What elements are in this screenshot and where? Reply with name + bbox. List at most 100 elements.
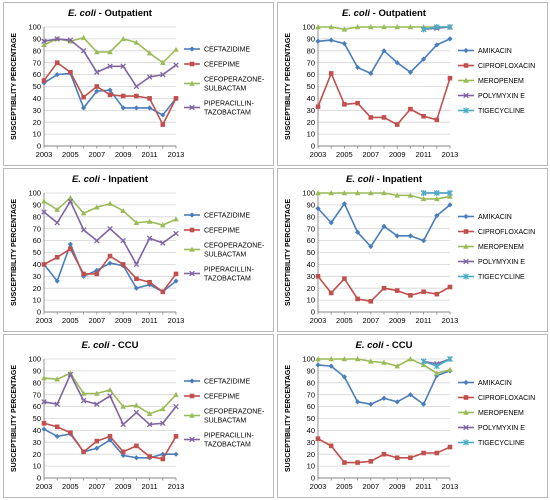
legend-label: CEFOPERAZONE-: [204, 77, 265, 84]
series-4: [420, 24, 453, 33]
data-point: [355, 460, 360, 465]
data-point: [107, 63, 113, 70]
data-point: [134, 276, 139, 281]
legend-label: PIPERACILLIN-: [204, 267, 254, 274]
data-point: [120, 449, 126, 455]
legend-label: TAZOBACTAM: [204, 110, 251, 117]
series-2: [315, 190, 453, 202]
y-tick-label: 100: [28, 189, 41, 198]
legend-label: CEFEPIME: [204, 228, 240, 235]
x-tick-label: 2009: [115, 482, 132, 491]
y-tick-label: 60: [307, 70, 315, 79]
legend: CEFTAZIDIME CEFEPIME CEFOPERAZONE- SULBACTA…: [184, 46, 265, 117]
data-point: [328, 190, 334, 196]
series-4: [420, 190, 453, 196]
y-tick-label: 20: [33, 118, 41, 127]
y-tick-label: 90: [307, 201, 315, 210]
data-point: [107, 92, 113, 98]
y-tick-label: 30: [307, 106, 315, 115]
data-point: [173, 46, 179, 52]
x-tick-label: 2011: [142, 316, 158, 325]
legend-marker: [463, 229, 469, 234]
chart-title: E. coli - CCU: [355, 340, 412, 351]
legend-item: CIPROFLOXACIN: [458, 395, 535, 402]
data-point: [341, 356, 348, 362]
x-tick-label: 2005: [336, 316, 353, 325]
legend-item: CEFEPIME: [184, 228, 240, 235]
series-3: [41, 198, 179, 268]
legend-label: POLYMYXIN E: [478, 93, 525, 100]
legend-label: TAZOBACTAM: [204, 442, 251, 449]
data-point: [160, 420, 166, 427]
data-point: [173, 62, 179, 68]
legend-label: CIPROFLOXACIN: [478, 63, 535, 70]
data-point: [381, 115, 387, 120]
data-point: [407, 233, 413, 239]
chart-panel-ceph-ccu: E. coli - CCU SUSCEPTIBILITY PERCENTAGE 0 1…: [3, 334, 274, 498]
data-point: [420, 190, 427, 196]
data-point: [341, 26, 348, 32]
series-3: [41, 371, 179, 428]
data-point: [315, 205, 321, 212]
data-point: [173, 230, 179, 237]
legend-item: CEFOPERAZONE- SULBACTAM: [184, 243, 265, 259]
y-tick-label: 30: [33, 438, 41, 447]
chart-title: E. coli - Outpatient: [68, 8, 153, 19]
x-tick-label: 2007: [88, 482, 105, 491]
y-tick-label: 100: [302, 355, 315, 364]
legend-label: CEFTAZIDIME: [204, 47, 250, 54]
data-point: [355, 100, 360, 106]
data-point: [160, 240, 166, 246]
chart-title: E. coli - CCU: [81, 340, 138, 351]
legend-label: TAZOBACTAM: [204, 276, 251, 283]
data-point: [381, 359, 387, 365]
y-tick-label: 40: [307, 94, 315, 103]
line-chart: E. coli - CCU SUSCEPTIBILITY PERCENTAGE 0 1…: [11, 340, 265, 491]
data-point: [54, 60, 60, 65]
y-tick-label: 60: [33, 236, 41, 245]
x-tick-label: 2003: [36, 316, 53, 325]
data-point: [54, 219, 60, 226]
legend-marker: [189, 246, 195, 252]
data-point: [160, 222, 166, 228]
legend-item: CIPROFLOXACIN: [458, 229, 535, 236]
y-tick-label: 90: [33, 367, 41, 376]
x-tick-label: 2013: [442, 316, 459, 325]
legend-marker: [463, 439, 469, 446]
data-point: [315, 190, 321, 196]
data-point: [408, 106, 413, 112]
data-point: [133, 409, 140, 416]
data-point: [120, 421, 126, 428]
data-point: [80, 48, 87, 54]
data-point: [447, 190, 453, 196]
y-tick-label: 90: [307, 367, 315, 376]
y-tick-label: 20: [307, 450, 315, 459]
data-point: [120, 403, 126, 409]
data-point: [107, 87, 113, 93]
x-tick-label: 2011: [142, 150, 158, 159]
x-tick-label: 2009: [389, 316, 406, 325]
data-point: [94, 49, 100, 55]
legend-item: CIPROFLOXACIN: [458, 63, 535, 70]
data-point: [160, 59, 166, 65]
legend: CEFTAZIDIME CEFEPIME CEFOPERAZONE- SULBACTA…: [184, 378, 265, 449]
x-tick-label: 2003: [310, 150, 327, 159]
legend-label: SULBACTAM: [204, 252, 246, 259]
data-point: [54, 206, 60, 212]
data-point: [120, 207, 126, 214]
y-axis-label: SUSCEPTIBILITY PERCENTAGE: [285, 33, 292, 140]
data-point: [146, 74, 153, 80]
legend-marker: [463, 213, 469, 220]
legend: AMIKACIN CIPROFLOXACIN MEROPENEM POLYMYXIN …: [458, 379, 535, 447]
legend-marker: [189, 393, 195, 399]
x-tick-label: 2013: [442, 150, 459, 159]
data-point: [67, 37, 74, 43]
legend-marker: [463, 92, 469, 99]
chart-title: E. coli - Inpatient: [346, 174, 423, 185]
data-point: [107, 434, 113, 439]
legend-marker: [189, 212, 195, 218]
y-tick-label: 60: [307, 236, 315, 245]
legend-marker: [463, 379, 469, 386]
data-point: [120, 63, 126, 70]
legend-marker: [189, 378, 195, 384]
